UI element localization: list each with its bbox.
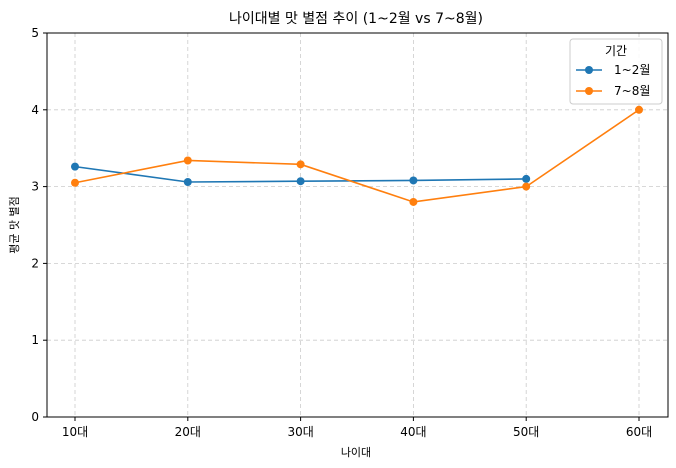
y-tick-label: 1 <box>31 333 39 347</box>
x-tick-label: 10대 <box>62 425 88 439</box>
chart-title: 나이대별 맛 별점 추이 (1~2월 vs 7~8월) <box>229 11 483 27</box>
y-axis-label: 평균 맛 별점 <box>8 196 21 254</box>
y-tick-label: 5 <box>31 26 39 40</box>
x-axis-label: 나이대 <box>341 446 371 459</box>
legend-entry-label: 7~8월 <box>614 84 650 98</box>
legend-box <box>569 38 663 105</box>
y-tick-label: 2 <box>31 256 39 270</box>
series-1-point <box>71 162 79 171</box>
series-1-point <box>183 177 192 186</box>
x-tick-label: 60대 <box>626 425 652 439</box>
legend-swatch-marker <box>585 66 593 74</box>
series-2-point <box>296 160 305 169</box>
series-1-point <box>409 176 418 185</box>
plot-area-frame <box>46 32 669 418</box>
x-tick-label: 40대 <box>400 425 426 439</box>
series-2-point <box>522 182 531 191</box>
x-tick-label: 30대 <box>287 425 313 439</box>
series-2-point <box>635 105 643 114</box>
y-tick-label: 3 <box>31 180 39 194</box>
legend-entry-label: 1~2월 <box>614 63 650 77</box>
series-2-point <box>71 178 79 187</box>
legend: 기간 1~2월 7~8월 <box>569 38 663 105</box>
y-tick-label: 0 <box>31 410 39 424</box>
series-1-point <box>296 177 305 186</box>
series-1-point <box>522 174 531 183</box>
series-line-2 <box>74 109 640 203</box>
legend-swatch-marker <box>585 87 593 95</box>
series-2-point <box>409 197 418 206</box>
series-2-point <box>183 156 192 165</box>
legend-title: 기간 <box>605 44 627 58</box>
x-tick-label: 50대 <box>513 425 539 439</box>
x-tick-label: 20대 <box>175 425 201 439</box>
y-tick-label: 4 <box>31 103 39 117</box>
